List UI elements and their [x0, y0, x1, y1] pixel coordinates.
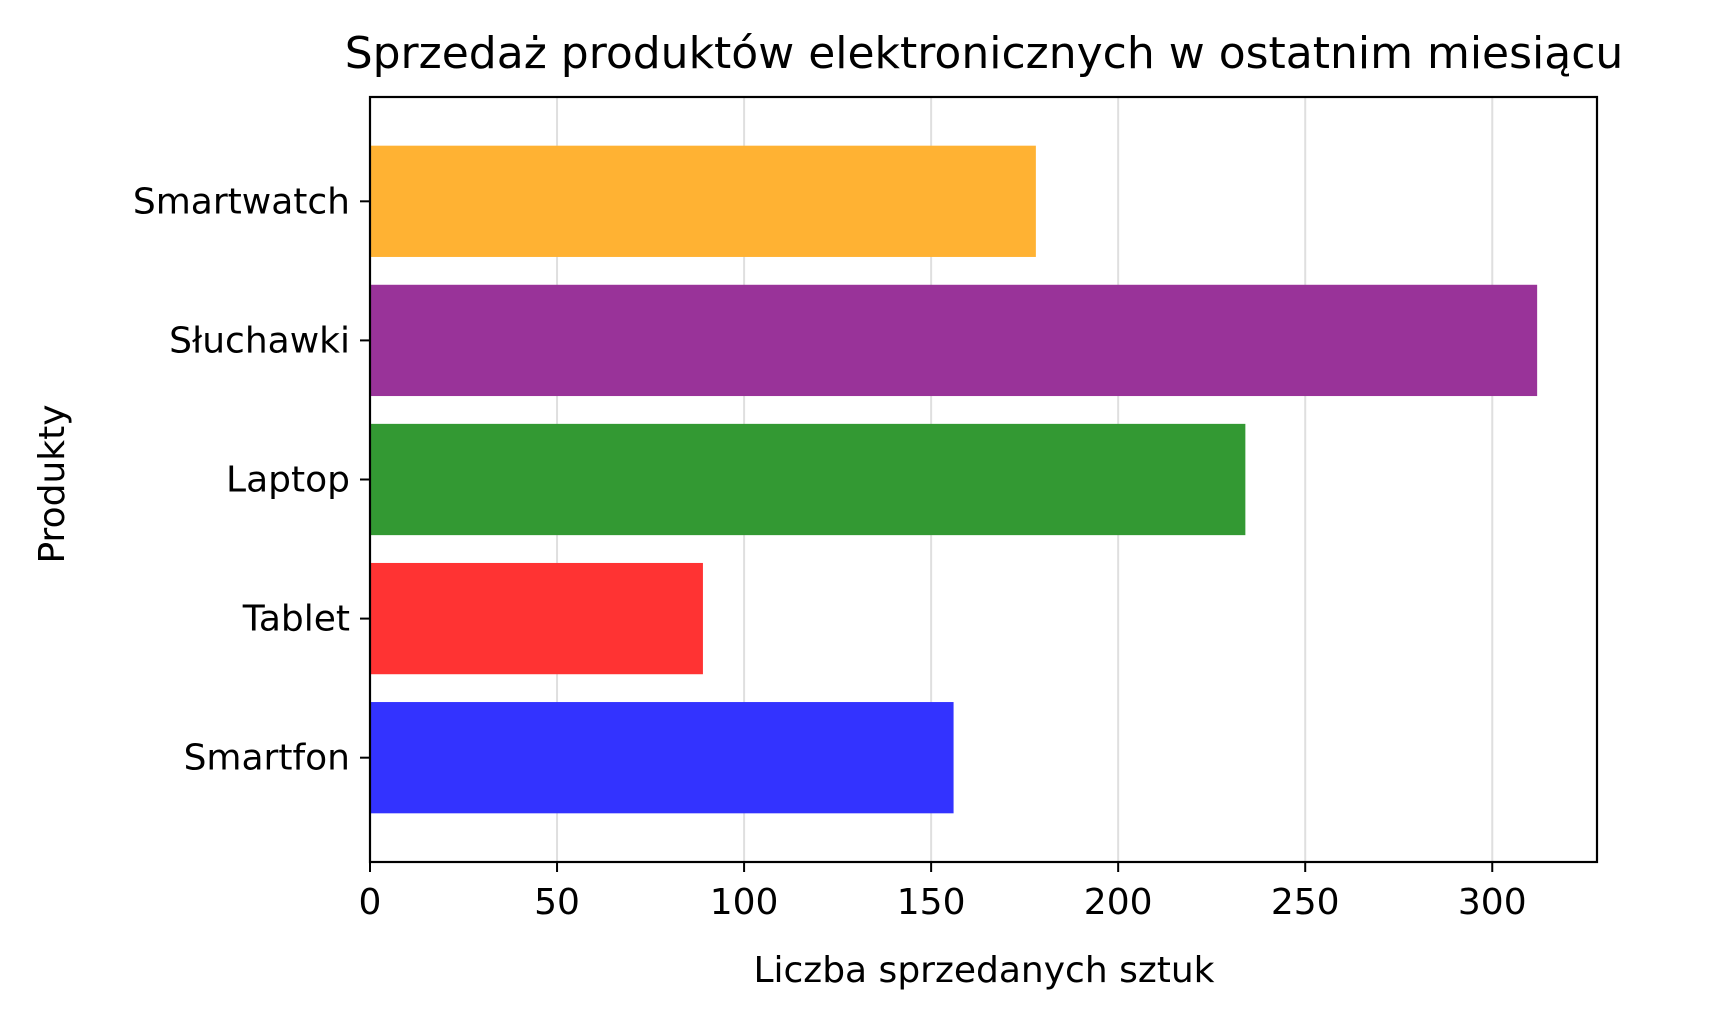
y-axis-ticks: Smartfon Tablet Laptop Słuchawki Smartwatch	[133, 181, 370, 779]
chart-title: Sprzedaż produktów elektronicznych w ost…	[345, 28, 1624, 79]
x-tick-label: 250	[1271, 882, 1340, 923]
x-tick-label: 200	[1084, 882, 1153, 923]
bar-smartwatch	[370, 145, 1036, 257]
bar-tablet	[370, 562, 703, 675]
bar-laptop	[370, 423, 1246, 536]
y-axis-label: Produkty	[32, 404, 73, 563]
bar-słuchawki	[370, 284, 1538, 397]
x-axis-label: Liczba sprzedanych sztuk	[753, 950, 1214, 991]
y-tick-label: Smartfon	[184, 738, 350, 779]
bars	[370, 145, 1538, 814]
x-tick-label: 0	[359, 882, 382, 923]
x-tick-label: 100	[710, 882, 779, 923]
y-tick-label: Słuchawki	[169, 320, 350, 361]
y-tick-label: Smartwatch	[133, 181, 350, 222]
x-tick-label: 150	[897, 882, 966, 923]
x-axis-ticks: 0 50 100 150 200 250 300	[359, 862, 1527, 923]
x-tick-label: 50	[534, 882, 580, 923]
y-tick-label: Laptop	[226, 460, 350, 501]
y-tick-label: Tablet	[242, 599, 350, 640]
bar-smartfon	[370, 702, 954, 814]
x-tick-label: 300	[1458, 882, 1527, 923]
